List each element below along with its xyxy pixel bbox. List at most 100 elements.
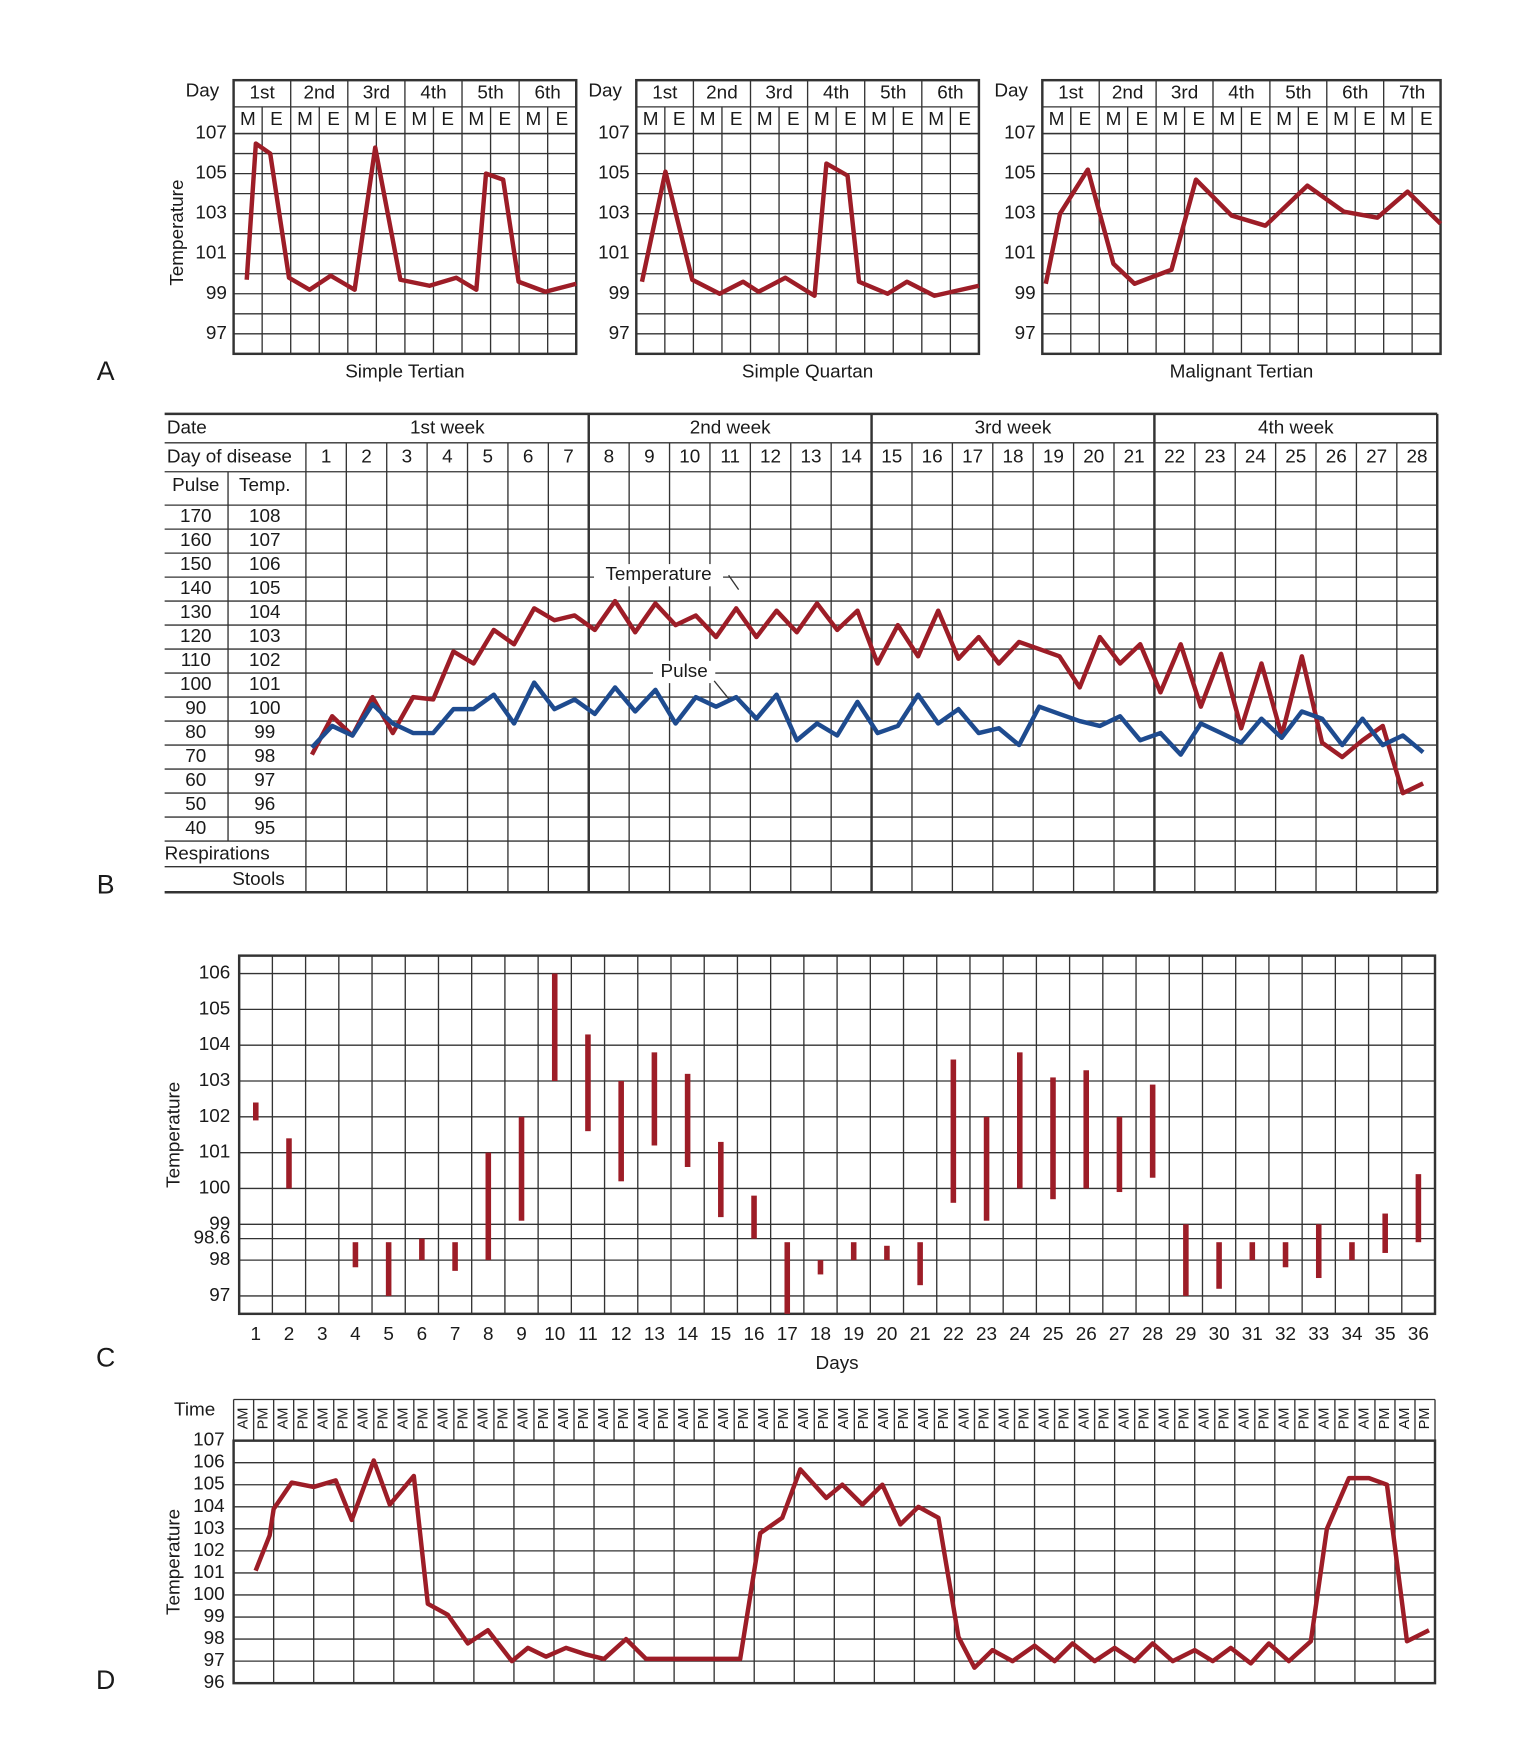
range-bar <box>784 1242 791 1314</box>
period-label: PM <box>816 1408 832 1430</box>
range-bar <box>385 1242 392 1296</box>
period-label: E <box>270 109 283 130</box>
period-label: PM <box>496 1408 512 1430</box>
period-label: E <box>673 109 686 130</box>
x-tick-label: 6 <box>417 1324 428 1345</box>
period-label: PM <box>376 1408 392 1430</box>
range-bar <box>352 1242 359 1268</box>
x-tick-label: 8 <box>483 1324 494 1345</box>
x-tick-label: 3 <box>317 1324 328 1345</box>
range-bar <box>751 1195 757 1239</box>
period-label: M <box>240 109 256 130</box>
x-tick-label: 33 <box>1308 1324 1329 1345</box>
x-tick-label: 9 <box>516 1324 527 1345</box>
day-header: Day <box>994 80 1028 101</box>
period-label: PM <box>1016 1408 1032 1430</box>
x-tick-label: 2 <box>284 1324 295 1345</box>
period-label: PM <box>456 1408 472 1430</box>
day-label: 5th <box>477 83 503 104</box>
period-label: E <box>1363 109 1376 130</box>
range-bar <box>1183 1224 1189 1296</box>
y-tick-label: 97 <box>209 1285 230 1306</box>
range-bar <box>1083 1070 1090 1189</box>
period-label: AM <box>1076 1408 1092 1430</box>
y-tick-label: 105 <box>1004 163 1036 184</box>
period-label: PM <box>296 1408 312 1430</box>
period-label: E <box>958 109 971 130</box>
y-tick-label: 103 <box>195 203 227 224</box>
range-bar <box>1017 1052 1023 1189</box>
y-tick-label: 98 <box>209 1249 230 1270</box>
y-tick-label: 97 <box>254 770 275 791</box>
y-tick-label: 97 <box>609 323 630 344</box>
x-tick-label: 30 <box>1209 1324 1230 1345</box>
period-label: AM <box>956 1408 972 1430</box>
day-label: 2nd <box>303 83 335 104</box>
period-label: M <box>700 109 716 130</box>
day-label: 5th <box>1285 83 1311 104</box>
period-label: AM <box>1157 1408 1173 1430</box>
y-tick-label: 104 <box>249 602 281 623</box>
y-tick-label: 101 <box>1004 243 1036 264</box>
y-tick-label: 105 <box>195 163 227 184</box>
period-label: AM <box>436 1408 452 1430</box>
label-bg <box>594 564 724 587</box>
y-axis-label: Temperature <box>164 1509 185 1615</box>
period-label: AM <box>636 1408 652 1430</box>
x-tick-label: 5 <box>383 1324 394 1345</box>
y-tick-label: 100 <box>193 1584 225 1605</box>
y2-tick-label: 90 <box>185 698 206 719</box>
range-bar <box>983 1116 990 1221</box>
x-tick-label: 28 <box>1142 1324 1163 1345</box>
y2-tick-label: 80 <box>185 722 206 743</box>
range-bar <box>1282 1242 1289 1268</box>
week-label: 1st week <box>410 417 485 438</box>
range-bar <box>1249 1242 1256 1261</box>
x-tick-label: 24 <box>1009 1324 1030 1345</box>
y-tick-label: 105 <box>249 578 281 599</box>
day-label: 18 <box>1002 446 1023 467</box>
y-tick-label: 95 <box>254 818 275 839</box>
period-label: AM <box>796 1408 812 1430</box>
y-tick-label: 105 <box>193 1474 225 1495</box>
time-header: Time <box>174 1400 215 1421</box>
y-tick-label: 102 <box>199 1106 231 1127</box>
panel-letter: D <box>96 1665 115 1695</box>
x-tick-label: 22 <box>943 1324 964 1345</box>
y-tick-label: 101 <box>193 1562 225 1583</box>
period-label: AM <box>476 1408 492 1430</box>
x-tick-label: 29 <box>1175 1324 1196 1345</box>
x-tick-label: 19 <box>843 1324 864 1345</box>
range-bar <box>1382 1213 1388 1253</box>
label-bg <box>652 660 716 684</box>
y2-tick-label: 170 <box>180 506 212 527</box>
day-label: 3rd <box>363 83 390 104</box>
chart-title: Simple Tertian <box>345 362 464 383</box>
period-label: M <box>643 109 659 130</box>
period-label: M <box>411 109 427 130</box>
week-label: 4th week <box>1258 417 1334 438</box>
day-label: 6 <box>523 446 534 467</box>
period-label: M <box>1276 109 1292 130</box>
period-label: E <box>384 109 397 130</box>
y-tick-label: 108 <box>249 506 281 527</box>
period-label: M <box>757 109 773 130</box>
day-label: 25 <box>1285 446 1306 467</box>
range-bar <box>419 1238 425 1261</box>
x-tick-label: 34 <box>1341 1324 1362 1345</box>
y2-axis-label: Pulse <box>172 475 219 496</box>
chart-title: Simple Quartan <box>742 362 873 383</box>
day-label: 22 <box>1164 446 1185 467</box>
leader-line <box>728 574 740 591</box>
x-tick-label: 4 <box>350 1324 361 1345</box>
period-label: AM <box>1197 1408 1213 1430</box>
y-tick-label: 103 <box>193 1518 225 1539</box>
y-tick-label: 107 <box>1004 123 1036 144</box>
day-label: 5th <box>880 83 906 104</box>
period-label: E <box>787 109 800 130</box>
y-tick-label: 104 <box>193 1496 225 1517</box>
period-label: AM <box>1397 1408 1413 1430</box>
period-label: PM <box>1417 1408 1433 1430</box>
series-label: Pulse <box>660 661 707 682</box>
period-label: PM <box>736 1408 752 1430</box>
